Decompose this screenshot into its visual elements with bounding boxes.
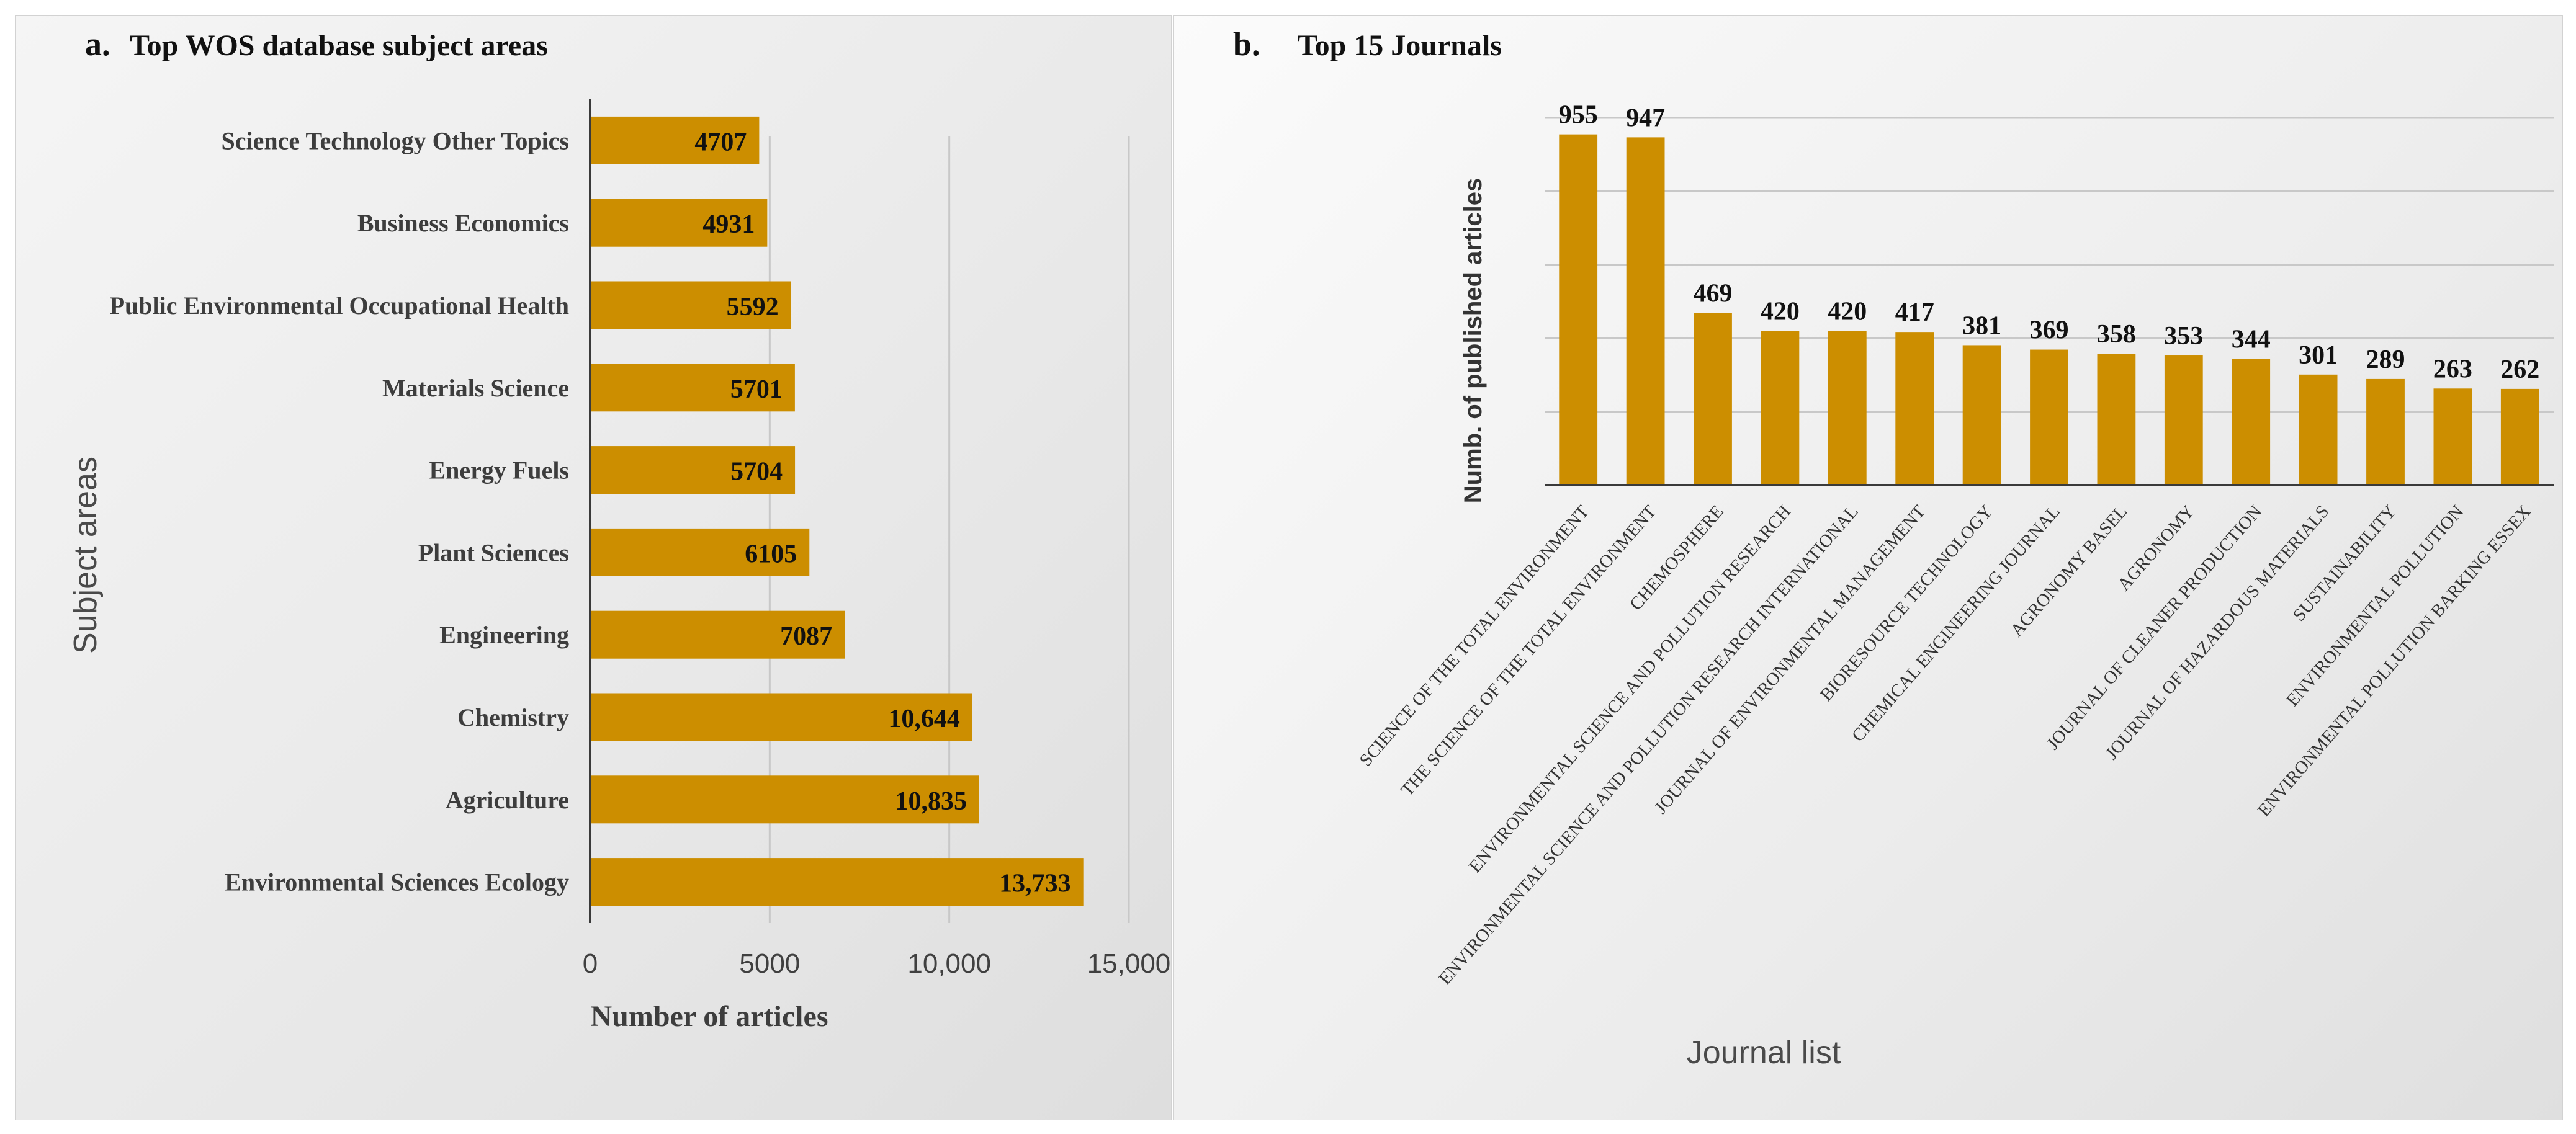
bar (1895, 332, 1934, 485)
data-label: 6105 (745, 540, 797, 568)
bar (2500, 388, 2539, 485)
data-label: 10,644 (888, 705, 960, 733)
data-label: 955 (1559, 101, 1598, 130)
bar (590, 775, 979, 824)
x-tick-label: 15,000 (1087, 949, 1171, 979)
y-axis-title: Subject areas (68, 457, 104, 654)
category-label: Science Technology Other Topics (222, 127, 569, 154)
category-label: Business Economics (357, 209, 569, 237)
panel-b-title: Top 15 Journals (1298, 29, 1502, 62)
panel-b: b. Top 15 Journals 955 947 469 420 420 417 381… (1173, 15, 2563, 1120)
data-label: 13,733 (999, 870, 1071, 898)
data-label: 263 (2433, 355, 2472, 383)
data-label: 10,835 (895, 787, 967, 816)
panel-a-title: Top WOS database subject areas (130, 29, 548, 62)
bar (1962, 345, 2001, 485)
panel-a: a. Top WOS database subject areas Scienc… (15, 15, 1172, 1120)
bar-group: 955 947 469 420 420 417 381 369 358 353 344 301 289 2… (1559, 101, 2539, 486)
bar (590, 281, 791, 329)
data-label: 5592 (727, 293, 779, 321)
category-label: Plant Sciences (418, 538, 569, 566)
subject-areas-chart: a. Top WOS database subject areas Scienc… (68, 25, 1171, 1033)
category-label: Engineering (439, 621, 569, 649)
bar (590, 858, 1084, 906)
bar (590, 364, 795, 412)
data-label: 4931 (702, 210, 755, 239)
x-tick-label: 0 (583, 949, 598, 979)
category-label: Materials Science (382, 374, 569, 402)
x-tick-label: 5000 (739, 949, 800, 979)
category-label: Chemistry (457, 703, 569, 731)
bar (2366, 378, 2405, 485)
data-label: 262 (2500, 355, 2539, 384)
data-label: 7087 (780, 622, 832, 651)
data-label: 947 (1626, 104, 1665, 132)
bar (2164, 355, 2203, 485)
journal-label: AGRONOMY BASEL (2007, 502, 2132, 641)
bar (2433, 388, 2472, 485)
bar (2232, 359, 2271, 485)
x-tick-label: 10,000 (907, 949, 991, 979)
x-tick-labels: 0 5000 10,000 15,000 (583, 949, 1171, 979)
data-label: 417 (1895, 298, 1934, 327)
bar (590, 446, 796, 494)
journal-label: THE SCIENCE OF THE TOTAL ENVIRONMENT (1397, 501, 1660, 800)
x-axis-title: Number of articles (590, 1000, 828, 1033)
bar (590, 116, 760, 164)
bar (1828, 331, 1867, 485)
data-label: 369 (2030, 316, 2069, 345)
bar-group: Science Technology Other Topics 4707 Busin… (110, 116, 1084, 906)
panel-b-letter: b. (1233, 25, 1260, 63)
journal-label: ENVIRONMENTAL SCIENCE AND POLLUTION RESE… (1465, 502, 1795, 877)
data-label: 469 (1694, 279, 1733, 308)
bar (1761, 331, 1800, 485)
bar (2030, 349, 2068, 485)
category-label: Energy Fuels (429, 457, 569, 484)
category-label: Environmental Sciences Ecology (225, 868, 569, 896)
data-label: 5704 (730, 458, 783, 486)
data-label: 420 (1761, 297, 1800, 326)
data-label: 344 (2232, 325, 2271, 354)
panel-a-letter: a. (85, 25, 110, 63)
data-label: 289 (2366, 346, 2405, 374)
data-label: 5701 (730, 375, 783, 404)
x-axis-title: Journal list (1687, 1035, 1841, 1071)
category-label: Public Environmental Occupational Health (110, 292, 569, 319)
data-label: 420 (1828, 297, 1867, 326)
bar (590, 610, 845, 659)
top-journals-chart: b. Top 15 Journals 955 947 469 420 420 417 381… (1233, 25, 2554, 1071)
bar (590, 693, 972, 741)
bar (1626, 137, 1665, 486)
bar (1559, 134, 1598, 485)
bar (2097, 354, 2136, 485)
data-label: 4707 (694, 128, 747, 156)
bar (1694, 313, 1732, 485)
data-label: 353 (2164, 322, 2203, 350)
y-axis-title: Numb. of published articles (1460, 178, 1487, 504)
bar (590, 199, 768, 247)
category-label: Agriculture (446, 786, 569, 814)
data-label: 301 (2299, 341, 2338, 370)
data-label: 358 (2097, 320, 2136, 349)
journal-label: SCIENCE OF THE TOTAL ENVIRONMENT (1356, 501, 1594, 770)
bar (2299, 374, 2338, 485)
bar (590, 528, 810, 576)
data-label: 381 (1962, 311, 2001, 340)
